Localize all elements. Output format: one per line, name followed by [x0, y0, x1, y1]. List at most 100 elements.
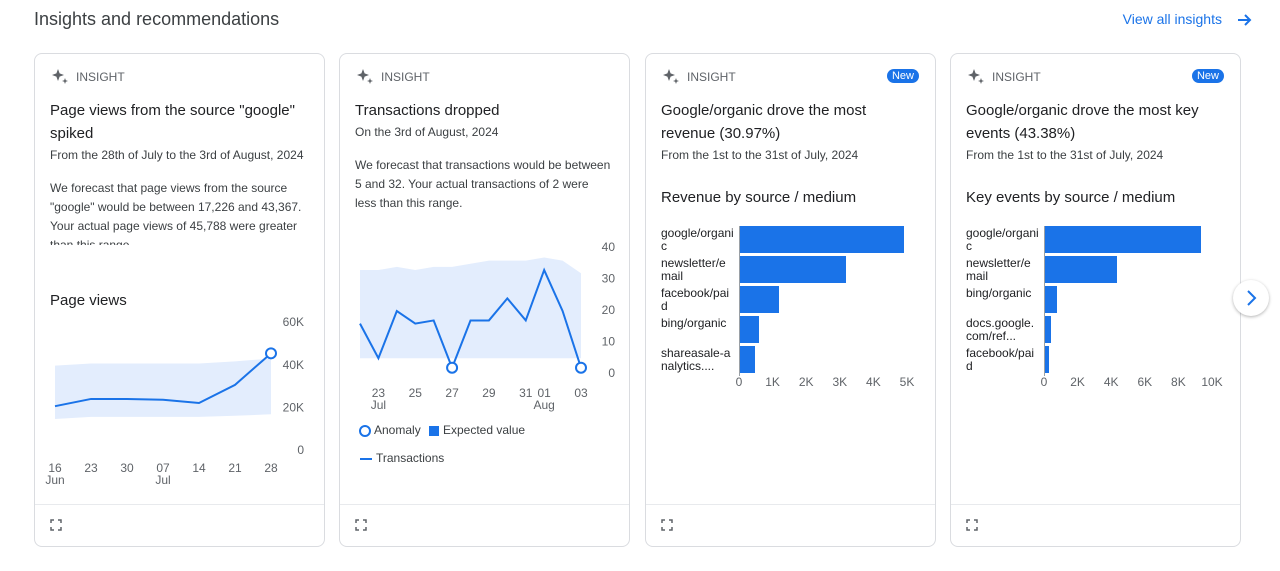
series-line — [359, 267, 582, 371]
x-tick-label: 3K — [832, 375, 848, 389]
x-tick-label: 03 — [574, 386, 588, 400]
anomaly-point — [265, 347, 277, 360]
y-tick-label: 60K — [283, 315, 304, 329]
x-tick-label: 10K — [1201, 375, 1223, 389]
card-label: INSIGHT — [992, 70, 1041, 84]
bar-chart: google/organic newsletter/email facebook/p… — [646, 54, 935, 504]
axis-line — [739, 226, 740, 376]
y-tick-label: 10 — [602, 335, 616, 349]
sparkle-icon — [357, 69, 373, 84]
x-tick-label: 30 — [120, 461, 134, 475]
bar-label: shareasale-analytics.... — [661, 346, 731, 373]
section-title: Insights and recommendations — [34, 9, 280, 29]
insight-card[interactable]: INSIGHT New Google/organic drove the most … — [645, 53, 936, 547]
series-line — [54, 352, 272, 408]
legend-label: Expected value — [443, 423, 525, 437]
expand-icon[interactable] — [965, 518, 979, 532]
card-text: Google/organic drove the most revenue (3… — [661, 99, 917, 165]
sparkle-icon — [968, 69, 984, 84]
bar — [1044, 226, 1202, 253]
expand-icon[interactable] — [49, 518, 63, 532]
expand-icon[interactable] — [354, 518, 368, 532]
insight-card[interactable]: INSIGHT New Google/organic drove the most … — [950, 53, 1241, 547]
card-subtitle: From the 1st to the 31st of July, 2024 — [661, 148, 859, 162]
bar — [1044, 256, 1118, 283]
x-tick-label: 27 — [445, 386, 459, 400]
card-subtitle: On the 3rd of August, 2024 — [355, 125, 499, 139]
y-tick-label: 0 — [608, 366, 615, 380]
x-tick-label: 8K — [1171, 375, 1186, 389]
x-tick-label: 21 — [228, 461, 242, 475]
x-tick-sublabel: Jun — [45, 473, 64, 487]
x-tick-label: 29 — [482, 386, 496, 400]
bar — [739, 286, 779, 313]
expected-band — [55, 358, 271, 419]
bar — [739, 346, 755, 373]
card-subtitle: From the 28th of July to the 3rd of Augu… — [50, 148, 304, 162]
card-footer — [35, 504, 324, 505]
bar-chart: google/organic newsletter/email bing/organ… — [951, 54, 1240, 504]
bar-label: facebook/paid — [661, 286, 730, 313]
bar — [739, 316, 760, 343]
card-body: We forecast that transactions would be b… — [355, 158, 611, 210]
arrow-icon[interactable] — [1236, 11, 1254, 29]
insight-card[interactable]: INSIGHT Page views from the source "googl… — [34, 53, 325, 547]
bar-label: newsletter/email — [661, 256, 726, 283]
x-tick-label: 2K — [1070, 375, 1085, 389]
bar-label: newsletter/email — [966, 256, 1031, 283]
x-tick-label: 25 — [409, 386, 423, 400]
card-title: Page views from the source "google" spik… — [50, 102, 295, 142]
x-tick-label: 0 — [735, 375, 743, 389]
y-tick-label: 30 — [602, 272, 616, 286]
new-badge: New — [1191, 69, 1224, 83]
x-tick-label: 4K — [866, 375, 881, 389]
card-text: Google/organic drove the most key events… — [966, 99, 1222, 165]
x-tick-label: 23 — [84, 461, 98, 475]
card-label: INSIGHT — [687, 70, 736, 84]
x-tick-label: 6K — [1137, 375, 1153, 389]
bar-label: docs.google.com/ref... — [966, 316, 1035, 343]
card-text: Transactions dropped On the 3rd of August… — [355, 99, 611, 213]
card-text: Page views from the source "google" spik… — [50, 99, 306, 245]
card-body: We forecast that page views from the sou… — [50, 181, 302, 245]
x-tick-label: 2K — [798, 375, 814, 389]
insight-card[interactable]: INSIGHT Transactions dropped On the 3rd of… — [339, 53, 630, 547]
card-label: INSIGHT — [381, 70, 430, 84]
x-tick-sublabel: Jul — [155, 473, 170, 487]
card-label: INSIGHT — [76, 70, 125, 84]
view-all-link[interactable]: View all insights — [1122, 11, 1222, 27]
expand-icon[interactable] — [660, 518, 674, 532]
card-title: Google/organic drove the most key events… — [966, 102, 1199, 142]
x-tick-label: 4K — [1103, 375, 1119, 389]
expected-band — [360, 257, 581, 359]
y-tick-label: 40K — [283, 358, 304, 372]
x-tick-sublabel: Aug — [533, 398, 554, 412]
next-button[interactable] — [1233, 280, 1269, 316]
x-tick-label: 01 — [537, 386, 551, 400]
card-footer — [951, 504, 1240, 505]
bar-label: google/organic — [661, 226, 734, 253]
legend-band-icon — [429, 426, 439, 436]
y-tick-label: 0 — [297, 443, 304, 457]
x-tick-sublabel: Jul — [371, 398, 386, 412]
legend-anomaly-icon — [359, 425, 371, 437]
chart-title: Revenue by source / medium — [661, 189, 857, 206]
bar-label: bing/organic — [966, 286, 1032, 300]
x-tick-label: 5K — [899, 375, 915, 389]
card-title: Google/organic drove the most revenue (3… — [661, 102, 867, 142]
y-tick-label: 20 — [602, 303, 616, 317]
axis-line — [1044, 226, 1045, 376]
bar — [1044, 346, 1050, 373]
legend-label: Anomaly — [374, 423, 421, 437]
x-tick-label: 16 — [48, 461, 62, 475]
new-badge: New — [886, 69, 919, 83]
x-tick-label: 1K — [765, 375, 780, 389]
anomaly-point — [446, 361, 459, 374]
x-tick-label: 07 — [156, 461, 170, 475]
chevron-icon[interactable] — [1233, 280, 1269, 316]
legend-label: Transactions — [376, 451, 444, 465]
sparkle-icon — [663, 69, 679, 84]
